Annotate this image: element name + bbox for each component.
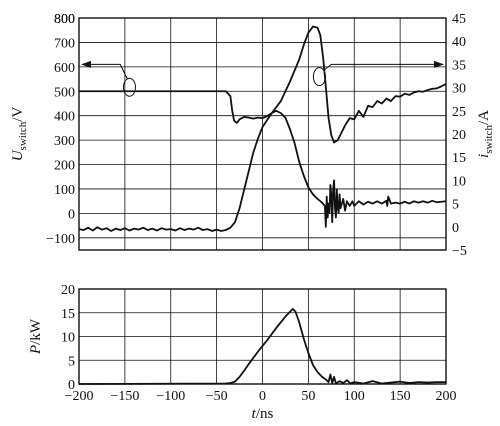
top-left-tick-label: 100 xyxy=(54,183,75,198)
top-right-tick-label: 35 xyxy=(452,58,466,73)
bottom-x-axis-unit: /ns xyxy=(256,406,274,422)
bottom-x-tick-label: −200 xyxy=(65,389,94,404)
bottom-x-tick-label: 50 xyxy=(301,389,315,404)
bottom-panel: 0 5 10 15 20 −200 −150 −100 −50 0 50 100 150 200 P/kW t… xyxy=(28,283,457,422)
bottom-y-tick-label: 15 xyxy=(61,307,75,322)
top-left-tick-label: 200 xyxy=(54,159,75,174)
bottom-y-tick-label: 20 xyxy=(61,283,75,298)
voltage-marker-ellipse xyxy=(122,77,136,97)
voltage-leader-line xyxy=(83,63,128,80)
bottom-x-tick-label: −100 xyxy=(156,389,185,404)
top-right-tick-label: 25 xyxy=(452,105,466,120)
bottom-x-tick-label: −50 xyxy=(206,389,228,404)
bottom-x-tick-label: 100 xyxy=(344,389,365,404)
top-left-axis-symbol: U xyxy=(10,149,26,161)
current-arrowhead xyxy=(434,60,444,68)
top-right-axis-label: iswitch/A xyxy=(476,110,495,158)
current-series-line xyxy=(78,109,447,232)
top-right-tick-label: 30 xyxy=(452,82,466,97)
current-leader-line xyxy=(323,63,442,72)
annotations xyxy=(81,60,444,97)
top-right-tick-label: 45 xyxy=(452,12,466,27)
bottom-x-axis-symbol: t xyxy=(252,406,257,422)
top-left-tick-label: 500 xyxy=(54,85,75,100)
power-series-line xyxy=(78,308,446,385)
top-right-tick-label: 20 xyxy=(452,128,466,143)
top-right-axis-symbol: i xyxy=(476,154,492,158)
top-plot-frame xyxy=(78,17,447,251)
top-right-tick-label: 5 xyxy=(452,198,459,213)
top-right-tick-label: 15 xyxy=(452,151,466,166)
bottom-y-tick-label: 0 xyxy=(68,378,75,393)
bottom-plot-frame xyxy=(78,288,447,385)
bottom-y-tick-label: 5 xyxy=(68,354,75,369)
top-left-tick-label: 0 xyxy=(68,207,75,222)
top-left-tick-label: 700 xyxy=(54,36,75,51)
bottom-x-tick-label: −150 xyxy=(110,389,139,404)
bottom-y-axis-symbol: P xyxy=(28,345,44,355)
top-panel: −1000100200300400500600700800800−5051015… xyxy=(10,12,495,259)
top-left-tick-label: 600 xyxy=(54,61,75,76)
top-right-axis-subscript: switch xyxy=(483,125,495,154)
top-left-tick-label: −100 xyxy=(46,232,75,247)
top-right-tick-label: 0 xyxy=(452,221,459,236)
bottom-y-axis-label: P/kW xyxy=(28,318,44,355)
top-left-axis-subscript: switch xyxy=(17,121,29,150)
bottom-y-axis-unit: /kW xyxy=(28,318,44,345)
top-left-tick-label: 300 xyxy=(54,134,75,149)
bottom-x-tick-label: 200 xyxy=(436,389,457,404)
top-left-axis-label: Uswitch/V xyxy=(10,107,29,162)
top-left-tick-label: 400 xyxy=(54,110,75,125)
top-left-tick-label: 800 xyxy=(54,12,75,27)
top-right-tick-label: −5 xyxy=(452,244,467,259)
top-right-axis-unit: /A xyxy=(476,110,492,125)
top-left-axis-unit: /V xyxy=(10,107,26,122)
voltage-arrowhead xyxy=(81,60,91,68)
top-right-tick-label: 10 xyxy=(452,174,466,189)
top-right-tick-label: 40 xyxy=(452,35,466,50)
bottom-x-tick-label: 0 xyxy=(259,389,266,404)
bottom-x-tick-label: 150 xyxy=(390,389,411,404)
top-left-tick-label: 800 xyxy=(54,12,75,27)
bottom-x-axis-label: t/ns xyxy=(252,406,274,422)
voltage-series-line xyxy=(79,25,447,144)
current-marker-ellipse xyxy=(312,67,326,87)
bottom-y-tick-label: 10 xyxy=(61,331,75,346)
